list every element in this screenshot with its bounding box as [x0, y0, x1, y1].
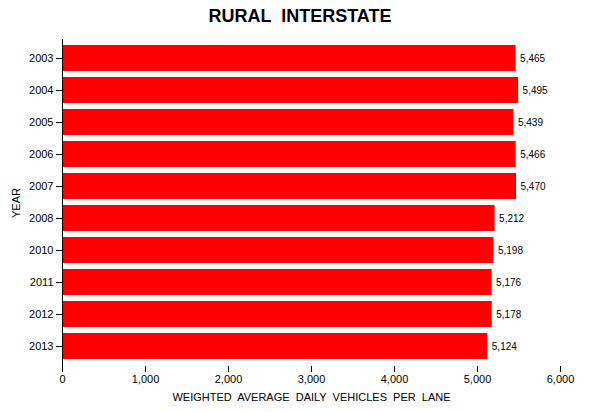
svg-text:5,495: 5,495 — [523, 85, 548, 96]
svg-text:6,000: 6,000 — [547, 373, 575, 385]
svg-text:2011: 2011 — [30, 276, 54, 288]
svg-text:3,000: 3,000 — [298, 373, 326, 385]
svg-text:2007: 2007 — [29, 180, 53, 192]
svg-text:2010: 2010 — [29, 244, 53, 256]
svg-text:1,000: 1,000 — [132, 373, 160, 385]
svg-text:2013: 2013 — [29, 340, 53, 352]
svg-text:5,212: 5,212 — [499, 213, 524, 224]
svg-text:5,465: 5,465 — [520, 53, 545, 64]
svg-text:2003: 2003 — [29, 52, 53, 64]
svg-text:5,000: 5,000 — [464, 373, 492, 385]
html-text:RURAL INTERSTATE: RURAL INTERSTATE — [208, 6, 392, 26]
svg-text:5,470: 5,470 — [521, 181, 546, 192]
svg-text:5,124: 5,124 — [492, 341, 517, 352]
svg-text:2005: 2005 — [29, 116, 53, 128]
svg-text:WEIGHTED AVERAGE DAILY VEHI: WEIGHTED AVERAGE DAILY VEHICLES PER LANE — [172, 391, 450, 403]
svg-text:2008: 2008 — [29, 212, 53, 224]
svg-text:2004: 2004 — [29, 84, 53, 96]
svg-text:5,439: 5,439 — [518, 117, 543, 128]
svg-text:4,000: 4,000 — [381, 373, 409, 385]
svg-text:0: 0 — [59, 373, 65, 385]
svg-text:2012: 2012 — [29, 308, 53, 320]
svg-text:5,176: 5,176 — [496, 277, 521, 288]
svg-text:2006: 2006 — [29, 148, 53, 160]
svg-text:5,198: 5,198 — [498, 245, 523, 256]
svg-text:5,466: 5,466 — [520, 149, 545, 160]
svg-text:5,178: 5,178 — [496, 309, 521, 320]
svg-text:2,000: 2,000 — [215, 373, 243, 385]
svg-text:YEAR: YEAR — [10, 188, 22, 218]
